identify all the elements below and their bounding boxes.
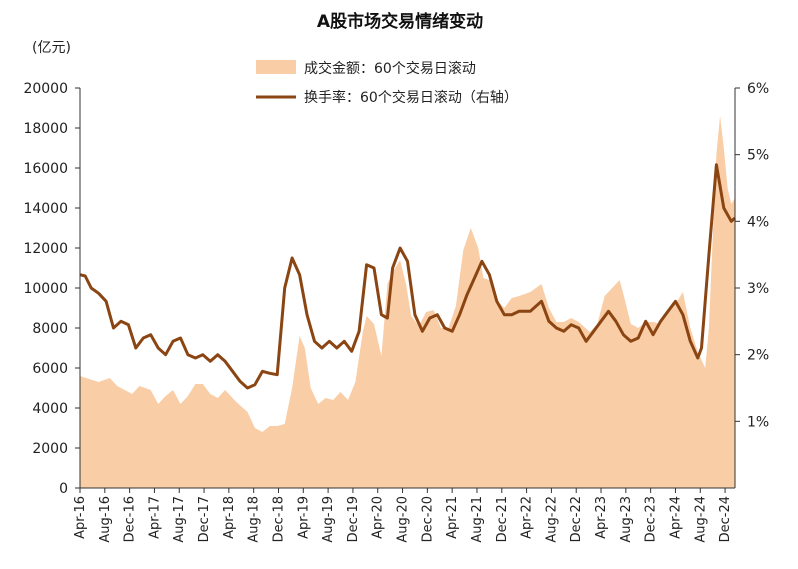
right-tick-label: 2% [747,348,769,364]
left-tick-label: 4000 [32,401,68,417]
x-tick-label: Apr-17 [147,496,162,539]
left-tick-label: 16000 [23,161,68,177]
left-axis-ticks: 0 2000 4000 6000 8000 10000 12000 14000 16000 180… [23,81,80,497]
x-tick-label: Aug-19 [321,496,336,543]
plot-area [79,116,736,488]
x-tick-label: Dec-23 [644,496,659,542]
left-tick-label: 2000 [32,441,68,457]
chart-title: A股市场交易情绪变动 [317,11,483,32]
x-tick-label: Aug-22 [544,496,559,543]
x-tick-label: Aug-24 [693,496,708,543]
left-tick-label: 14000 [23,201,68,217]
legend-label-volume: 成交金额：60个交易日滚动 [304,60,476,77]
left-tick-label: 6000 [32,361,68,377]
right-axis-ticks: 1% 2% 3% 4% 5% 6% [735,81,769,430]
series-area-volume [80,116,735,488]
left-tick-label: 18000 [23,121,68,137]
x-tick-label: Dec-18 [272,496,287,542]
x-tick-label: Aug-23 [619,496,634,543]
x-axis-ticks: Apr-16 Aug-16 Dec-16 Apr-17 Aug-17 Dec-17 Apr-… [73,488,733,543]
left-tick-label: 12000 [23,241,68,257]
x-tick-label: Dec-19 [346,496,361,542]
right-tick-label: 6% [747,81,769,97]
x-tick-label: Apr-23 [594,496,609,539]
left-tick-label: 10000 [23,281,68,297]
x-tick-label: Dec-16 [123,496,138,542]
x-tick-label: Apr-22 [520,496,535,539]
x-tick-label: Dec-24 [718,496,733,542]
right-tick-label: 5% [747,148,769,164]
left-tick-label: 20000 [23,81,68,97]
x-tick-label: Dec-17 [197,496,212,542]
legend-label-turnover: 换手率：60个交易日滚动（右轴） [304,89,518,106]
x-tick-label: Apr-16 [73,496,88,539]
x-tick-label: Dec-20 [420,496,435,542]
x-tick-label: Aug-20 [396,496,411,543]
x-tick-label: Apr-24 [669,496,684,539]
x-tick-label: Apr-19 [296,496,311,539]
legend-swatch-volume [256,60,296,74]
x-tick-label: Apr-21 [445,496,460,539]
x-tick-label: Apr-20 [371,496,386,539]
x-tick-label: Dec-21 [495,496,510,542]
x-tick-label: Dec-22 [569,496,584,542]
x-tick-label: Aug-17 [172,496,187,543]
legend: 成交金额：60个交易日滚动 换手率：60个交易日滚动（右轴） [256,60,518,106]
right-tick-label: 1% [747,414,769,430]
series-line-turnover [79,163,736,390]
x-tick-label: Apr-18 [222,496,237,539]
x-tick-label: Aug-16 [98,496,113,543]
x-tick-label: Aug-18 [247,496,262,543]
left-tick-label: 0 [59,481,68,497]
right-tick-label: 3% [747,281,769,297]
left-tick-label: 8000 [32,321,68,337]
right-tick-label: 4% [747,214,769,230]
x-tick-label: Aug-21 [470,496,485,543]
left-axis-unit: (亿元) [32,40,71,56]
